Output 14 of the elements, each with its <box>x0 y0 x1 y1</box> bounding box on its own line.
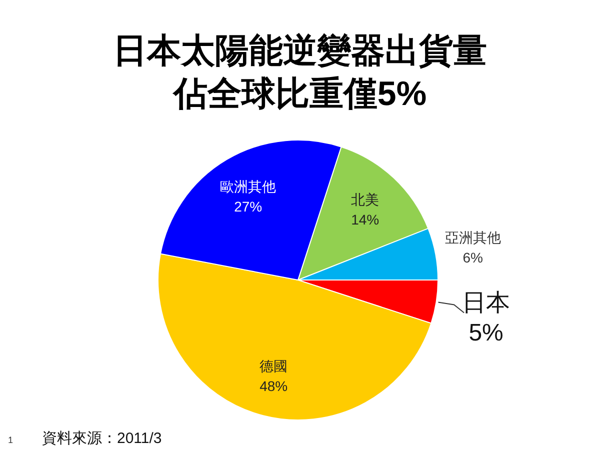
data-label: 27% <box>234 198 262 215</box>
slice-label: 歐洲其他 <box>220 178 276 195</box>
slice-label: 日本 <box>462 290 510 317</box>
data-label: 48% <box>260 378 288 394</box>
data-label: 6% <box>462 250 483 266</box>
text: 1 <box>8 435 14 445</box>
slice-label: 德國 <box>260 358 288 374</box>
slice-label: 亞洲其他 <box>444 230 501 246</box>
slice-label: 北美 <box>351 192 380 208</box>
data-label: 5% <box>468 320 504 347</box>
subtitle: 佔全球比重僅5% <box>173 75 427 113</box>
source-note: 資料來源：2011/3 <box>42 430 162 447</box>
data-label: 14% <box>351 212 380 228</box>
title: 日本太陽能逆變器出貨量 <box>113 32 487 70</box>
